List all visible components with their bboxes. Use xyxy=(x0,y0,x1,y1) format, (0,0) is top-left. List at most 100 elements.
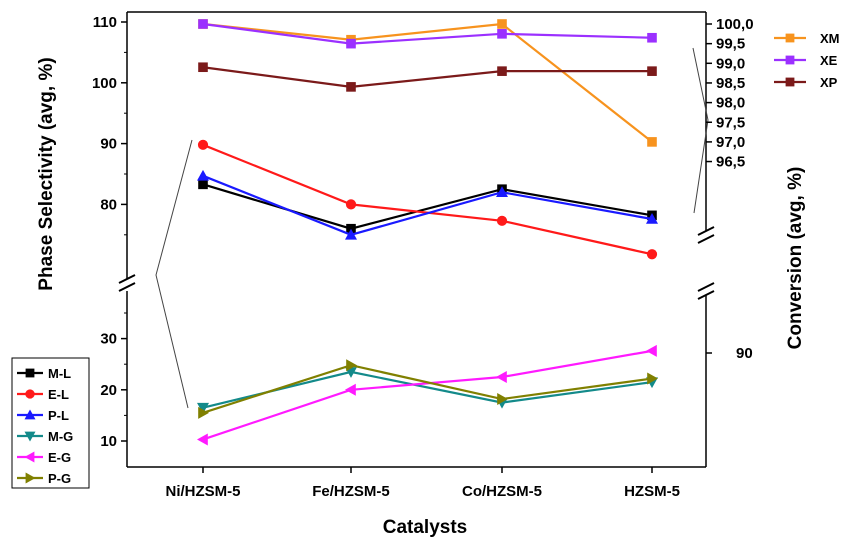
x-tick-label: Co/HZSM-5 xyxy=(462,483,542,500)
axis-break-mark xyxy=(697,234,715,244)
right-tick-label: 98,0 xyxy=(716,95,745,112)
series-line-xe xyxy=(202,22,653,45)
legend-marker-e-g xyxy=(24,451,35,463)
right-tick-label: 90 xyxy=(736,345,753,362)
legends: M-L E-L P-L M-G E-G P-G XM XE XP xyxy=(11,31,840,489)
x-axis-title: Catalysts xyxy=(383,517,468,538)
axis-break-mark xyxy=(697,282,715,292)
left-tick-label: 100 xyxy=(92,75,117,92)
left-tick-label: 20 xyxy=(100,382,117,399)
data-point-xe xyxy=(198,19,208,29)
data-point-m-l xyxy=(346,223,356,234)
legend-marker-xm xyxy=(785,33,795,43)
data-point-e-l xyxy=(496,215,508,226)
legend-marker-m-l xyxy=(25,368,35,378)
legend-label-p-l: P-L xyxy=(48,408,69,423)
right-tick-label: 100,0 xyxy=(716,16,754,33)
data-point-m-l xyxy=(198,179,208,190)
data-point-e-g xyxy=(646,344,657,357)
series-line-xp xyxy=(202,66,652,88)
data-point-xp xyxy=(198,62,208,73)
axis-break-mark xyxy=(697,290,715,300)
series-line-e-g xyxy=(202,349,653,441)
data-point-p-l xyxy=(197,169,209,181)
series-line-m-l xyxy=(202,183,653,230)
series-xe xyxy=(198,19,657,49)
data-point-xe xyxy=(497,29,507,39)
series-line-p-l xyxy=(202,174,653,236)
legend-label-e-g: E-G xyxy=(48,450,71,465)
series-line-e-l xyxy=(202,143,653,256)
data-point-e-g xyxy=(345,383,356,396)
data-point-e-l xyxy=(197,139,209,150)
data-point-xe xyxy=(647,32,657,43)
right-axis-title: Conversion (avg, %) xyxy=(785,167,806,350)
x-tick-label: HZSM-5 xyxy=(624,483,680,500)
data-point-e-g xyxy=(197,433,208,446)
legend-marker-p-g xyxy=(25,472,36,484)
axis-break-mark xyxy=(118,282,136,292)
data-point-p-g xyxy=(497,393,508,406)
axis-break-mark xyxy=(118,274,136,284)
series-line-m-g xyxy=(202,370,653,409)
legend-label-xp: XP xyxy=(820,75,838,90)
left-zoom-connector xyxy=(155,139,193,409)
legend-marker-xp xyxy=(785,77,795,87)
right-tick-label: 99,5 xyxy=(716,36,745,53)
data-point-p-g xyxy=(198,406,209,419)
legend-marker-e-l xyxy=(25,389,35,399)
series-e-l xyxy=(197,139,658,260)
left-tick-label: 80 xyxy=(100,196,117,213)
data-point-p-l xyxy=(646,212,658,224)
data-point-e-g xyxy=(496,371,507,383)
data-point-xe xyxy=(346,38,356,49)
right-tick-label: 99,0 xyxy=(716,55,745,72)
left-tick-label: 110 xyxy=(93,14,117,31)
legend-marker-xe xyxy=(785,55,795,65)
data-point-p-l xyxy=(345,228,357,240)
left-axis-ticks: 80 90 100 110 10 20 30 xyxy=(92,14,127,450)
legend-label-p-g: P-G xyxy=(48,471,71,486)
legend-marker-p-l xyxy=(24,409,36,420)
legend-label-e-l: E-L xyxy=(48,387,69,402)
left-tick-label: 10 xyxy=(100,433,117,450)
legend-marker-m-g xyxy=(24,431,36,442)
data-point-xm xyxy=(497,19,507,29)
right-tick-label: 96,5 xyxy=(716,154,745,171)
data-point-m-g xyxy=(197,402,209,414)
data-point-xm xyxy=(647,137,657,147)
legend-label-m-g: M-G xyxy=(48,429,73,444)
data-point-xp xyxy=(346,82,356,92)
left-axis-title: Phase Selectivity (avg, %) xyxy=(36,57,57,290)
legend-label-xm: XM xyxy=(820,31,840,46)
data-point-p-l xyxy=(496,186,508,198)
series-p-g xyxy=(198,359,658,419)
data-point-xp xyxy=(647,66,657,76)
left-tick-label: 90 xyxy=(100,136,117,153)
x-tick-label: Ni/HZSM-5 xyxy=(166,483,241,500)
legend-label-m-l: M-L xyxy=(48,366,71,381)
axis-break-mark xyxy=(697,226,715,236)
right-zoom-connector xyxy=(692,47,709,214)
right-tick-label: 97,0 xyxy=(716,134,745,151)
legend-label-xe: XE xyxy=(820,53,838,68)
series-line-xm xyxy=(202,22,653,143)
series-line-p-g xyxy=(202,364,653,414)
series-m-g xyxy=(197,367,658,414)
series-group xyxy=(197,19,658,446)
data-point-e-l xyxy=(345,199,357,210)
data-point-p-g xyxy=(647,372,658,385)
data-point-p-g xyxy=(346,359,357,372)
x-axis-categories: Ni/HZSM-5 Fe/HZSM-5 Co/HZSM-5 HZSM-5 xyxy=(166,467,680,500)
series-p-l xyxy=(197,169,658,240)
data-point-e-l xyxy=(646,249,658,260)
x-tick-label: Fe/HZSM-5 xyxy=(312,483,390,500)
left-legend-box xyxy=(11,357,90,489)
series-xp xyxy=(198,62,657,92)
data-point-xp xyxy=(497,66,507,76)
right-tick-label: 98,5 xyxy=(716,75,745,92)
right-axis-ticks: 96,5 97,0 97,5 98,0 98,5 99,0 99,5 100,0 90 xyxy=(706,16,754,362)
right-tick-label: 97,5 xyxy=(716,114,745,131)
series-e-g xyxy=(197,344,657,446)
